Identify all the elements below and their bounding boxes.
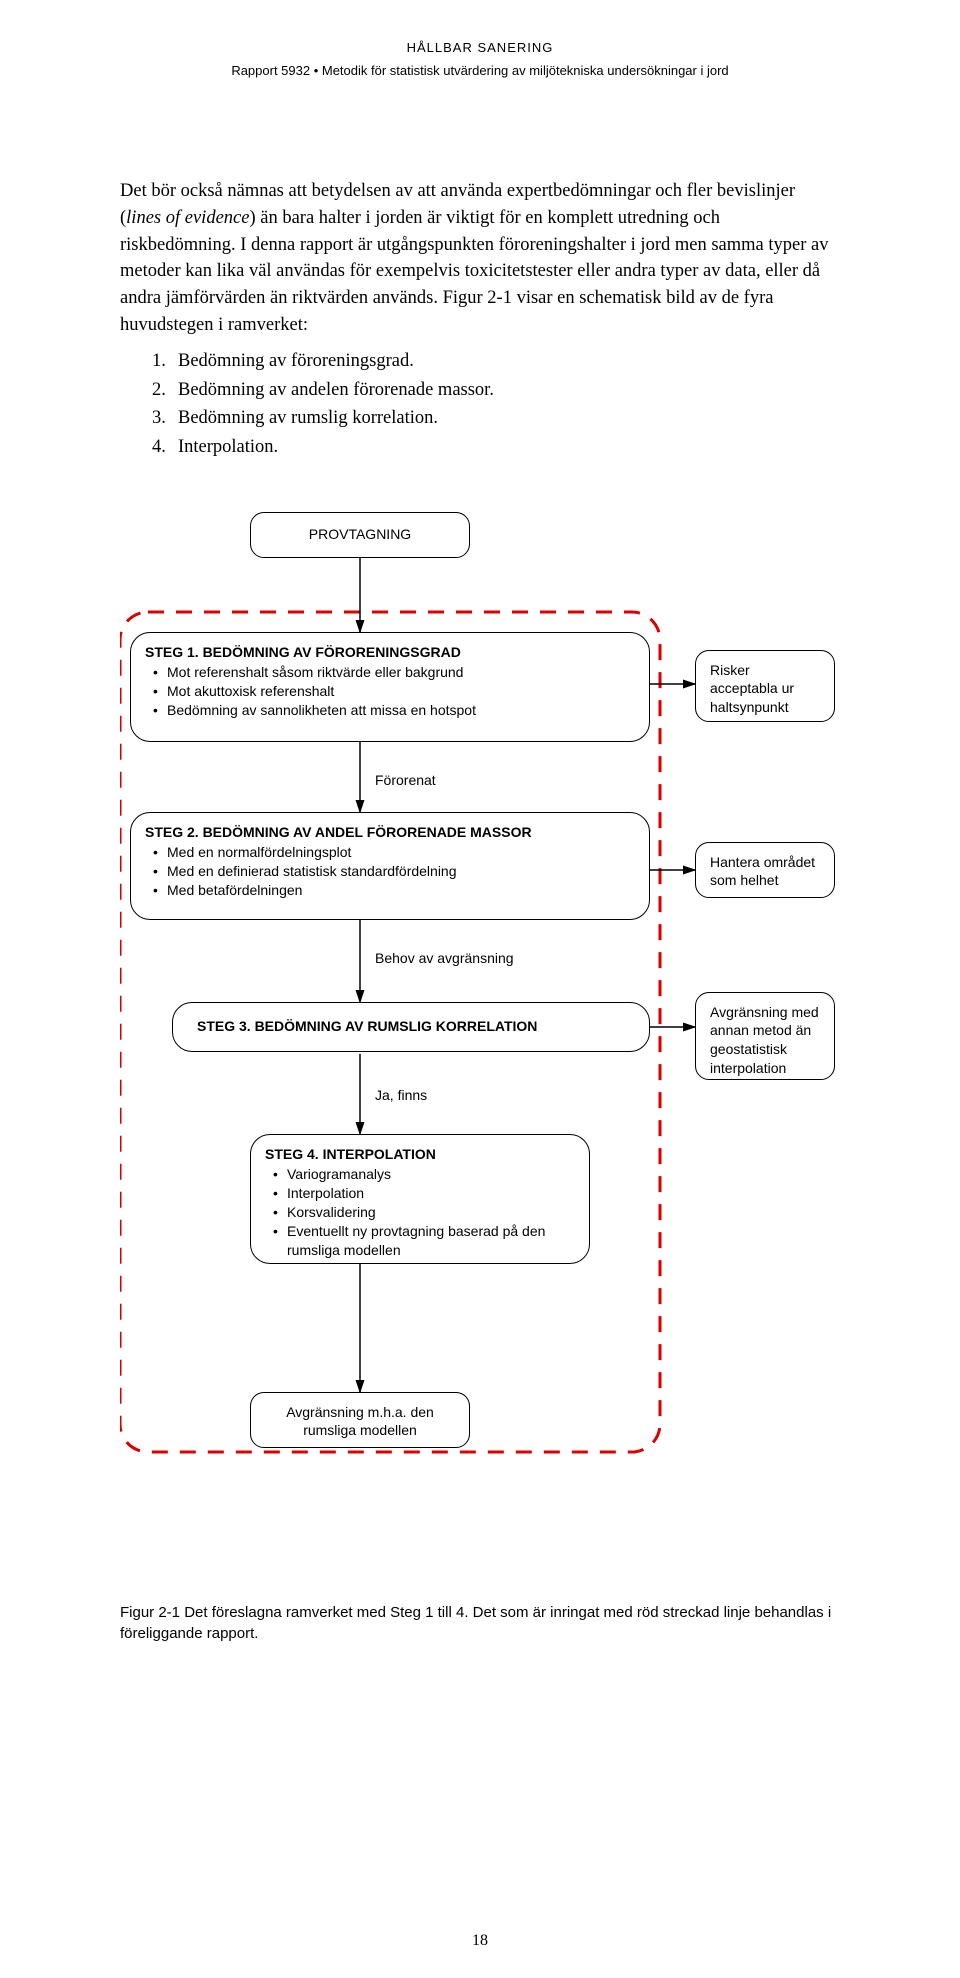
report-header-title: HÅLLBAR SANERING — [120, 40, 840, 55]
node-step-4: STEG 4. INTERPOLATION Variogramanalys In… — [250, 1134, 590, 1264]
side3-line: geostatistisk — [710, 1040, 820, 1059]
list-item: 4. Interpolation. — [152, 433, 840, 462]
step4-bullet: Interpolation — [269, 1184, 575, 1203]
list-text: Bedömning av andelen förorenade massor. — [178, 376, 494, 405]
node-step-3: STEG 3. BEDÖMNING AV RUMSLIG KORRELATION — [172, 1002, 650, 1052]
step3-title: STEG 3. BEDÖMNING AV RUMSLIG KORRELATION — [187, 1017, 537, 1036]
page-number: 18 — [0, 1932, 960, 1950]
report-header-subtitle: Rapport 5932 • Metodik för statistisk ut… — [120, 63, 840, 78]
node-provtagning: PROVTAGNING — [250, 512, 470, 558]
list-text: Bedömning av rumslig korrelation. — [178, 404, 438, 433]
node-provtagning-label: PROVTAGNING — [309, 526, 411, 542]
label-behov: Behov av avgränsning — [375, 950, 514, 966]
node-avgransning: Avgränsning m.h.a. den rumsliga modellen — [250, 1392, 470, 1448]
node-step-1: STEG 1. BEDÖMNING AV FÖRORENINGSGRAD Mot… — [130, 632, 650, 742]
step2-bullet: Med en normalfördelningsplot — [149, 843, 635, 862]
step2-bullet: Med betafördelningen — [149, 881, 635, 900]
list-num: 2. — [152, 376, 178, 405]
list-num: 3. — [152, 404, 178, 433]
side3-line: interpolation — [710, 1059, 820, 1078]
step4-bullet: Eventuellt ny provtagning baserad på den… — [269, 1222, 575, 1260]
paragraph-1: Det bör också nämnas att betydelsen av a… — [120, 178, 840, 339]
node-side-3: Avgränsning med annan metod än geostatis… — [695, 992, 835, 1080]
numbered-list: 1. Bedömning av föroreningsgrad. 2. Bedö… — [152, 347, 840, 462]
list-item: 1. Bedömning av föroreningsgrad. — [152, 347, 840, 376]
list-text: Interpolation. — [178, 433, 278, 462]
list-item: 3. Bedömning av rumslig korrelation. — [152, 404, 840, 433]
side3-line: Avgränsning med — [710, 1003, 820, 1022]
step1-title: STEG 1. BEDÖMNING AV FÖRORENINGSGRAD — [145, 643, 635, 662]
side2-line: Hantera området — [710, 853, 820, 872]
step4-bullet: Korsvalidering — [269, 1203, 575, 1222]
step2-bullet: Med en definierad statistisk standardför… — [149, 862, 635, 881]
figure-caption: Figur 2-1 Det föreslagna ramverket med S… — [120, 1602, 840, 1646]
step1-bullet: Mot referenshalt såsom riktvärde eller b… — [149, 663, 635, 682]
label-fororenat: Förorenat — [375, 772, 436, 788]
list-num: 1. — [152, 347, 178, 376]
side1-line: Risker — [710, 661, 820, 680]
side1-line: acceptabla ur — [710, 679, 820, 698]
flowchart-diagram: PROVTAGNING STEG 1. BEDÖMNING AV FÖROREN… — [120, 512, 840, 1572]
side1-line: haltsynpunkt — [710, 698, 820, 717]
side3-line: annan metod än — [710, 1021, 820, 1040]
step2-title: STEG 2. BEDÖMNING AV ANDEL FÖRORENADE MA… — [145, 823, 635, 842]
list-item: 2. Bedömning av andelen förorenade masso… — [152, 376, 840, 405]
paragraph-1-italic: lines of evidence — [126, 208, 249, 228]
side2-line: som helhet — [710, 871, 820, 890]
step1-bullet: Mot akuttoxisk referenshalt — [149, 682, 635, 701]
node-side-2: Hantera området som helhet — [695, 842, 835, 898]
list-text: Bedömning av föroreningsgrad. — [178, 347, 414, 376]
step4-title: STEG 4. INTERPOLATION — [265, 1145, 575, 1164]
label-ja-finns: Ja, finns — [375, 1087, 427, 1103]
avg-line: Avgränsning m.h.a. den — [265, 1403, 455, 1422]
node-side-1: Risker acceptabla ur haltsynpunkt — [695, 650, 835, 722]
step1-bullet: Bedömning av sannolikheten att missa en … — [149, 701, 635, 720]
node-step-2: STEG 2. BEDÖMNING AV ANDEL FÖRORENADE MA… — [130, 812, 650, 920]
avg-line: rumsliga modellen — [265, 1421, 455, 1440]
step4-bullet: Variogramanalys — [269, 1165, 575, 1184]
list-num: 4. — [152, 433, 178, 462]
